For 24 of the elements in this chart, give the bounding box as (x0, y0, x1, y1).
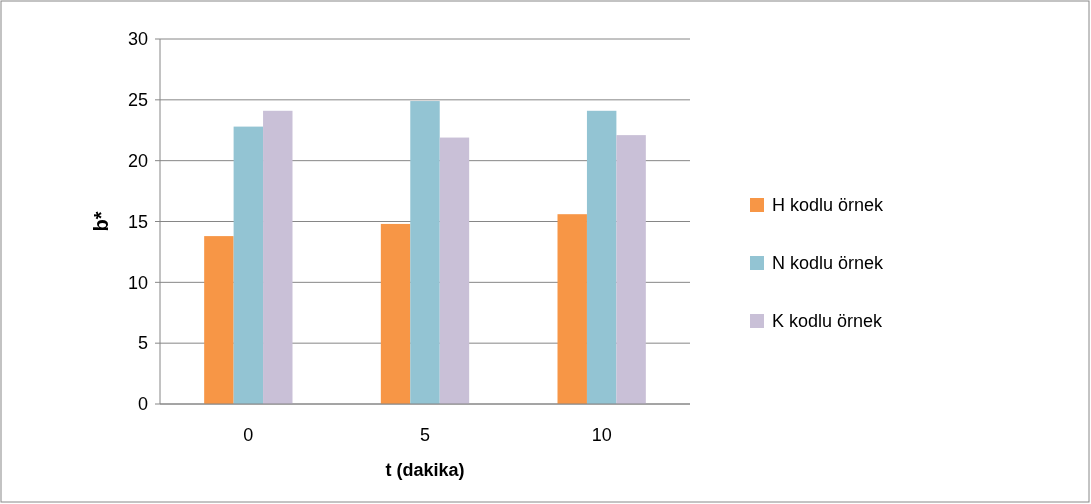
x-axis-title: t (dakika) (385, 460, 465, 480)
bar (410, 101, 440, 404)
legend-label: N kodlu örnek (772, 253, 885, 274)
bar (557, 214, 587, 404)
bar (204, 236, 234, 404)
bar (233, 126, 264, 404)
x-tick-label: 5 (419, 425, 431, 445)
bar (380, 223, 411, 404)
x-tick-label: 0 (243, 425, 254, 445)
y-axis-title: b* (90, 211, 112, 232)
y-tick-label: 30 (127, 29, 148, 50)
x-tick-label: 10 (591, 425, 612, 445)
legend-label: K kodlu örnek (772, 311, 884, 332)
bar (586, 110, 617, 404)
y-tick-label: 20 (127, 150, 148, 171)
bar (263, 110, 293, 404)
legend-label: H kodlu örnek (772, 195, 885, 216)
y-tick-label: 15 (127, 211, 148, 232)
y-tick-label: 25 (127, 90, 148, 111)
y-tick-label: 0 (137, 394, 148, 415)
y-tick-label: 10 (127, 272, 148, 293)
bar (439, 137, 470, 404)
y-tick-label: 5 (137, 333, 148, 354)
bar (616, 135, 646, 404)
